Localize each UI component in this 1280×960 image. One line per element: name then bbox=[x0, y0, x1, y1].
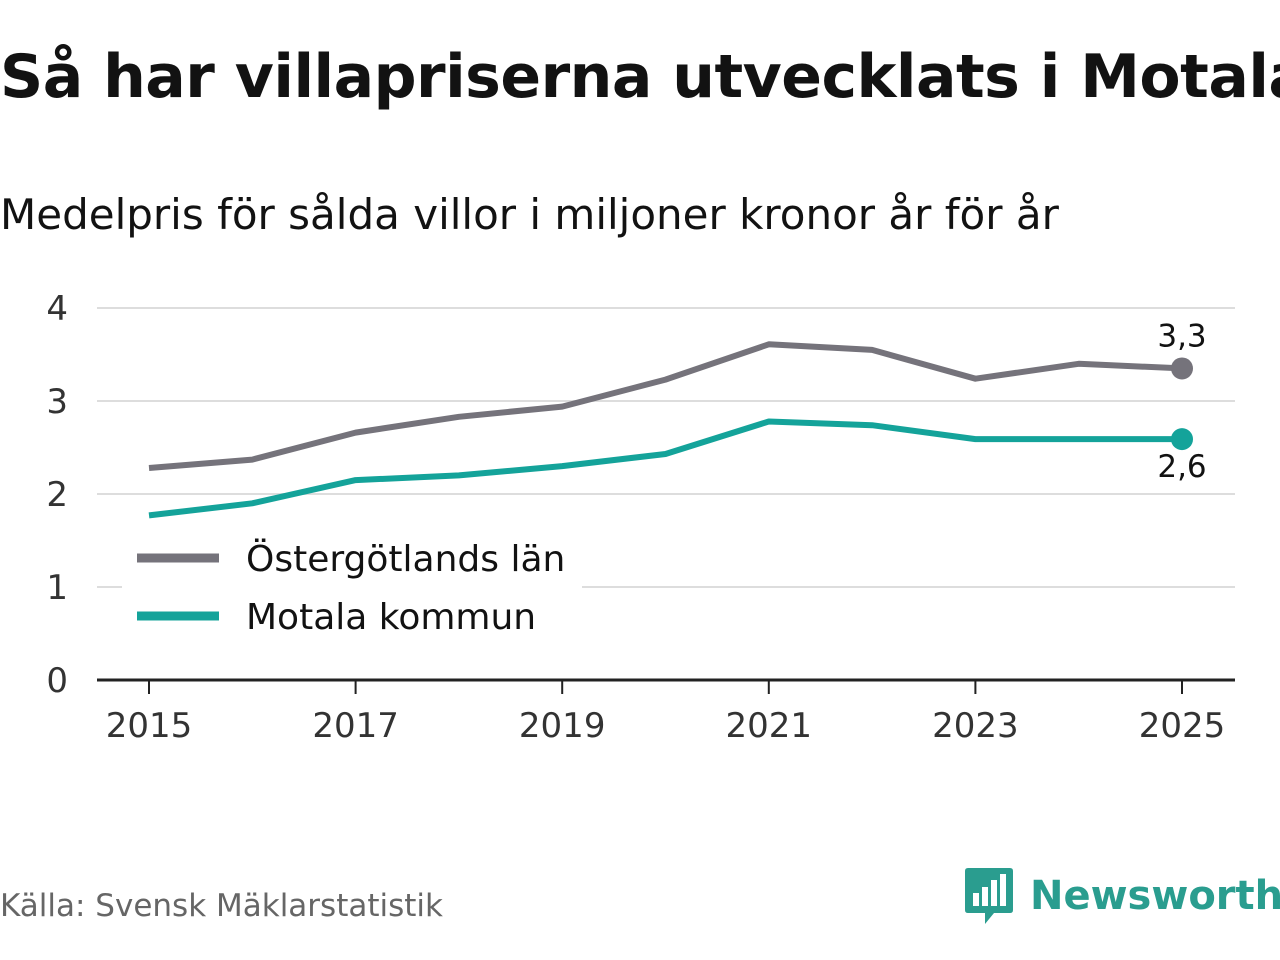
legend-background bbox=[122, 530, 582, 642]
x-tick-label: 2019 bbox=[519, 706, 606, 746]
x-tick-label: 2015 bbox=[106, 706, 193, 746]
x-tick-label: 2021 bbox=[726, 706, 813, 746]
y-tick-label: 0 bbox=[46, 661, 68, 701]
chart-title: Så har villapriserna utvecklats i Motala bbox=[0, 42, 1280, 112]
series-line bbox=[148, 418, 1182, 519]
brand-name: Newsworthy bbox=[1030, 873, 1280, 919]
x-tick-label: 2025 bbox=[1139, 706, 1226, 746]
end-value-label: 3,3 bbox=[1157, 318, 1206, 354]
x-tick-label: 2023 bbox=[932, 706, 1019, 746]
line-chart: 0 1 2 3 4 2015 2017 2019 2021 2023 2025 3,3 2,6 Öst… bbox=[46, 289, 1235, 746]
y-tick-label: 2 bbox=[46, 475, 68, 515]
legend-label: Östergötlands län bbox=[246, 538, 565, 580]
y-tick-label: 4 bbox=[46, 289, 68, 329]
y-tick-label: 1 bbox=[46, 568, 68, 608]
x-tick-label: 2017 bbox=[312, 706, 399, 746]
series-line bbox=[148, 341, 1183, 471]
y-tick-label: 3 bbox=[46, 382, 68, 422]
newsworthy-logo-icon bbox=[965, 868, 1013, 924]
series-end-marker bbox=[1171, 428, 1193, 451]
end-value-label: 2,6 bbox=[1157, 449, 1206, 485]
legend-label: Motala kommun bbox=[246, 597, 536, 638]
brand-logo: Newsworthy bbox=[964, 864, 1280, 928]
chart-subtitle: Medelpris för sålda villor i miljoner kr… bbox=[0, 190, 1059, 239]
source-note: Källa: Svensk Mäklarstatistik bbox=[0, 888, 443, 924]
series-end-marker bbox=[1171, 357, 1193, 380]
